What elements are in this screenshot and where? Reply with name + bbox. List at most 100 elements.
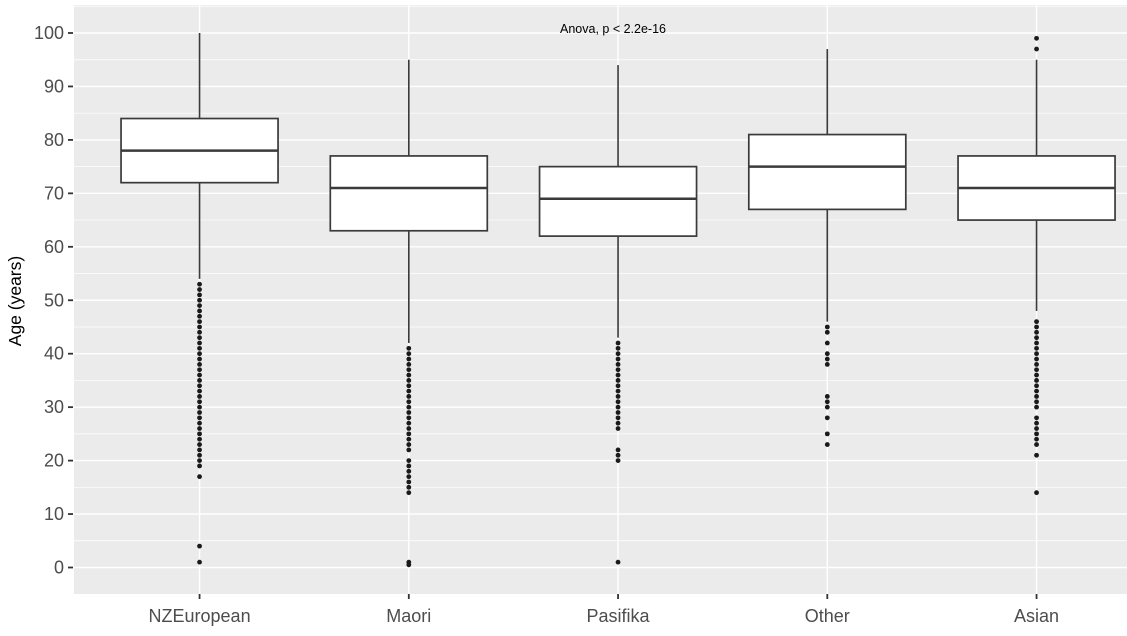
outlier-dot	[615, 372, 621, 378]
outlier-dot	[824, 329, 830, 335]
y-tick-label: 10	[44, 504, 64, 524]
outlier-dot	[406, 468, 412, 474]
outlier-dot	[406, 562, 412, 568]
outlier-dot	[197, 308, 202, 314]
outlier-dot	[1034, 420, 1039, 426]
outlier-dot	[1034, 452, 1039, 458]
outlier-dot	[615, 452, 621, 458]
outlier-dot	[1034, 372, 1039, 378]
outlier-dot	[615, 383, 621, 389]
outlier-dot	[824, 442, 830, 447]
outlier-dot	[406, 383, 412, 389]
outlier-dot	[406, 484, 412, 490]
y-tick-label: 30	[44, 397, 64, 417]
outlier-dot	[1034, 46, 1039, 52]
outlier-dot	[1034, 436, 1039, 442]
outlier-dot	[197, 367, 202, 373]
outlier-dot	[824, 340, 830, 346]
outlier-dot	[1034, 35, 1039, 41]
outlier-dot	[197, 378, 202, 383]
outlier-dot	[1034, 415, 1039, 421]
outlier-dot	[406, 436, 412, 442]
outlier-dot	[197, 351, 202, 357]
y-tick-label: 70	[44, 183, 64, 203]
outlier-dot	[197, 361, 202, 367]
outlier-dot	[406, 479, 412, 485]
outlier-dot	[824, 351, 830, 357]
outlier-dot	[1034, 383, 1039, 389]
outlier-dot	[197, 458, 202, 463]
outlier-dot	[197, 442, 202, 447]
outlier-dot	[615, 447, 621, 453]
outlier-dot	[197, 410, 202, 415]
outlier-dot	[197, 335, 202, 341]
outlier-dot	[824, 399, 830, 405]
outlier-dot	[615, 399, 621, 405]
outlier-dot	[197, 372, 202, 378]
outlier-dot	[1034, 329, 1039, 335]
outlier-dot	[406, 345, 412, 351]
outlier-dot	[406, 431, 412, 437]
outlier-dot	[1034, 367, 1039, 373]
outlier-dot	[615, 415, 621, 421]
outlier-dot	[1034, 431, 1039, 437]
outlier-dot	[197, 436, 202, 442]
outlier-dot	[406, 426, 412, 431]
outlier-dot	[197, 345, 202, 351]
outlier-dot	[824, 415, 830, 421]
outlier-dot	[406, 442, 412, 447]
outlier-dot	[615, 394, 621, 399]
outlier-dot	[1034, 335, 1039, 341]
y-tick-label: 40	[44, 344, 64, 364]
outlier-dot	[197, 319, 202, 325]
outlier-dot	[615, 426, 621, 431]
outlier-dot	[615, 559, 621, 565]
outlier-dot	[197, 340, 202, 346]
outlier-dot	[197, 287, 202, 292]
outlier-dot	[406, 372, 412, 378]
y-tick-label: 90	[44, 76, 64, 96]
outlier-dot	[824, 324, 830, 330]
outlier-dot	[1034, 426, 1039, 431]
y-tick-label: 100	[34, 23, 64, 43]
y-axis-title: Age (years)	[5, 255, 25, 347]
x-category-label: Maori	[386, 606, 431, 626]
outlier-dot	[406, 410, 412, 415]
outlier-dot	[197, 399, 202, 405]
outlier-dot	[1034, 404, 1039, 410]
outlier-dot	[615, 351, 621, 357]
x-category-label: NZEuropean	[149, 606, 251, 626]
y-tick-label: 20	[44, 451, 64, 471]
anova-annotation: Anova, p < 2.2e-16	[560, 22, 666, 36]
outlier-dot	[197, 474, 202, 480]
outlier-dot	[197, 388, 202, 394]
outlier-dot	[615, 420, 621, 426]
outlier-dot	[615, 410, 621, 415]
outlier-dot	[197, 420, 202, 426]
outlier-dot	[197, 447, 202, 453]
outlier-dot	[615, 378, 621, 383]
x-category-label: Asian	[1014, 606, 1059, 626]
outlier-dot	[197, 452, 202, 458]
box-Other	[747, 133, 907, 211]
outlier-dot	[406, 388, 412, 394]
outlier-dot	[406, 351, 412, 357]
outlier-dot	[824, 431, 830, 437]
outlier-dot	[197, 303, 202, 308]
outlier-dot	[615, 356, 621, 362]
y-tick-label: 0	[54, 558, 64, 578]
outlier-dot	[615, 388, 621, 394]
outlier-dot	[1034, 351, 1039, 357]
outlier-dot	[406, 420, 412, 426]
x-category-label: Other	[805, 606, 850, 626]
box-Maori	[329, 155, 489, 232]
outlier-dot	[1034, 388, 1039, 394]
outlier-dot	[615, 345, 621, 351]
outlier-dot	[197, 415, 202, 421]
outlier-dot	[1034, 356, 1039, 362]
outlier-dot	[1034, 324, 1039, 330]
outlier-dot	[197, 404, 202, 410]
outlier-dot	[406, 474, 412, 480]
outlier-dot	[1034, 394, 1039, 399]
